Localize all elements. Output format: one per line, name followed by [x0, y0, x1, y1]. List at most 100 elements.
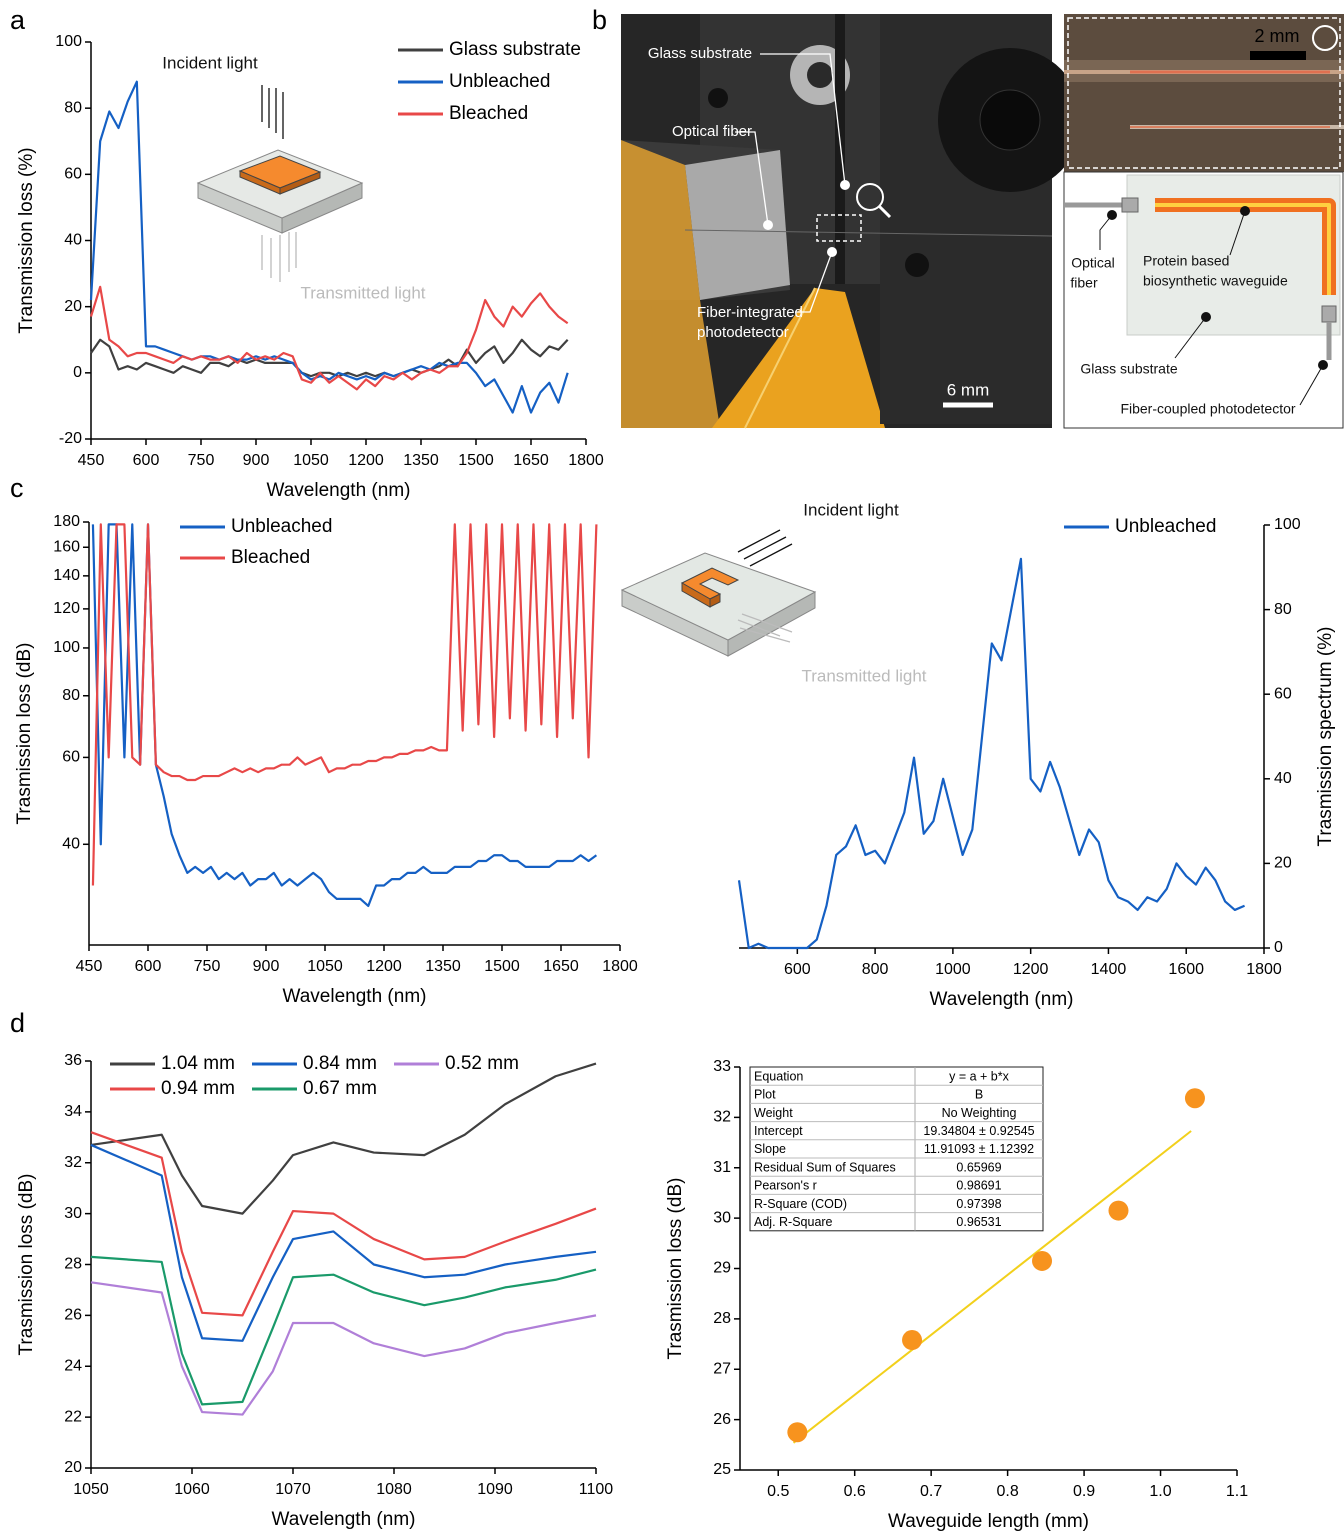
legend-label: Unbleached [231, 516, 332, 537]
y-axis-label: Transmission loss (%) [16, 147, 37, 333]
y-tick-label: 60 [64, 166, 82, 183]
y-tick-label: 100 [53, 639, 80, 656]
legend-label: Bleached [449, 103, 528, 124]
annotation: Transmitted light [300, 283, 425, 302]
x-tick-label: 1800 [602, 958, 638, 975]
x-tick-label: 1000 [935, 961, 971, 978]
table-cell: 19.34804 ± 0.92545 [923, 1124, 1034, 1138]
y-axis-label: Trasmission spectrum (%) [1315, 627, 1336, 847]
table-cell: Weight [754, 1106, 793, 1120]
annotation: Transmitted light [801, 666, 926, 685]
x-tick-label: 0.9 [1073, 1483, 1095, 1500]
table-cell: Pearson's r [754, 1179, 817, 1193]
x-tick-label: 750 [188, 452, 215, 469]
x-tick-label: 600 [784, 961, 811, 978]
x-axis-label: Wavelength (nm) [930, 989, 1074, 1010]
y-tick-label: 80 [64, 99, 82, 116]
y-tick-label: 80 [1274, 601, 1292, 618]
y-tick-label: 28 [64, 1256, 82, 1273]
y-tick-label: 100 [1274, 516, 1301, 533]
annotation: Incident light [162, 53, 258, 72]
series-line [93, 524, 596, 885]
x-tick-label: 1800 [568, 452, 604, 469]
x-tick-label: 800 [862, 961, 889, 978]
schematic: Optical fiber Protein based biosynthetic… [1064, 172, 1343, 428]
x-tick-label: 1650 [513, 452, 549, 469]
y-tick-label: 0 [73, 364, 82, 381]
y-tick-label: 26 [64, 1307, 82, 1324]
x-tick-label: 600 [135, 958, 162, 975]
panel-label: c [10, 473, 24, 503]
x-tick-label: 1.1 [1226, 1483, 1248, 1500]
x-tick-label: 1500 [484, 958, 520, 975]
y-tick-label: 32 [64, 1154, 82, 1171]
table-cell: Equation [754, 1069, 803, 1083]
x-tick-label: 1080 [376, 1481, 412, 1498]
y-tick-label: 40 [62, 836, 80, 853]
figure: a b c d [0, 0, 1344, 1534]
table-cell: Intercept [754, 1124, 803, 1138]
y-tick-label: 120 [53, 600, 80, 617]
x-tick-label: 1050 [293, 452, 329, 469]
y-tick-label: 31 [713, 1159, 731, 1176]
photo-annotation: Glass substrate [648, 45, 752, 62]
table-cell: No Weighting [942, 1106, 1017, 1120]
data-point [902, 1330, 922, 1350]
y-tick-label: 24 [64, 1357, 82, 1374]
device-illustration [622, 530, 815, 656]
legend-label: Glass substrate [449, 39, 581, 60]
y-tick-label: 60 [62, 749, 80, 766]
table-cell: Adj. R-Square [754, 1215, 833, 1229]
legend-label: Unbleached [1115, 516, 1216, 537]
table-cell: B [975, 1088, 983, 1102]
x-tick-label: 1100 [579, 1481, 614, 1498]
y-tick-label: 0 [1274, 939, 1283, 956]
schematic-label: Fiber-coupled photodetector [1120, 401, 1295, 417]
table-cell: 0.98691 [956, 1179, 1001, 1193]
y-tick-label: 60 [1274, 685, 1292, 702]
y-tick-label: 80 [62, 687, 80, 704]
x-axis-label: Waveguide length (mm) [888, 1511, 1089, 1532]
x-tick-label: 900 [243, 452, 270, 469]
schematic-label: biosynthetic waveguide [1143, 273, 1288, 289]
table-cell: 0.97398 [956, 1197, 1001, 1211]
y-tick-label: 25 [713, 1461, 731, 1478]
x-tick-label: 1070 [275, 1481, 311, 1498]
series-line [739, 559, 1245, 948]
y-tick-label: 34 [64, 1103, 82, 1120]
table-cell: 0.65969 [956, 1160, 1001, 1174]
legend-label: 0.94 mm [161, 1078, 235, 1099]
panel-label: b [592, 5, 607, 35]
photo: Glass substrate Optical fiber Fiber-inte… [621, 14, 1082, 428]
y-tick-label: -20 [59, 430, 82, 447]
x-axis-label: Wavelength (nm) [272, 1509, 416, 1530]
x-axis-label: Wavelength (nm) [267, 480, 411, 501]
y-tick-label: 140 [53, 567, 80, 584]
table-cell: 0.96531 [956, 1215, 1001, 1229]
table-cell: Plot [754, 1088, 776, 1102]
x-tick-label: 0.7 [920, 1483, 942, 1500]
legend-label: Unbleached [449, 71, 550, 92]
x-tick-label: 0.8 [996, 1483, 1018, 1500]
table-cell: Slope [754, 1142, 786, 1156]
data-point [1185, 1088, 1205, 1108]
y-axis-label: Trasmission loss (dB) [14, 643, 35, 825]
x-tick-label: 1.0 [1149, 1483, 1171, 1500]
legend-label: 1.04 mm [161, 1053, 235, 1074]
y-axis-label: Trasmission loss (dB) [665, 1178, 686, 1360]
scale-bar-label: 2 mm [1255, 26, 1300, 46]
table-cell: 11.91093 ± 1.12392 [924, 1142, 1034, 1156]
y-tick-label: 28 [713, 1310, 731, 1327]
data-point [1032, 1251, 1052, 1271]
x-tick-label: 1800 [1246, 961, 1282, 978]
panel-label: d [10, 1008, 25, 1038]
data-point [1108, 1201, 1128, 1221]
x-tick-label: 1200 [348, 452, 384, 469]
y-axis-label: Trasmission loss (dB) [16, 1174, 37, 1356]
y-tick-label: 27 [713, 1360, 731, 1377]
y-tick-label: 30 [64, 1205, 82, 1222]
legend-label: 0.67 mm [303, 1078, 377, 1099]
table-cell: y = a + b*x [949, 1069, 1010, 1083]
legend-label: 0.84 mm [303, 1053, 377, 1074]
scale-bar-label: 6 mm [947, 380, 990, 399]
